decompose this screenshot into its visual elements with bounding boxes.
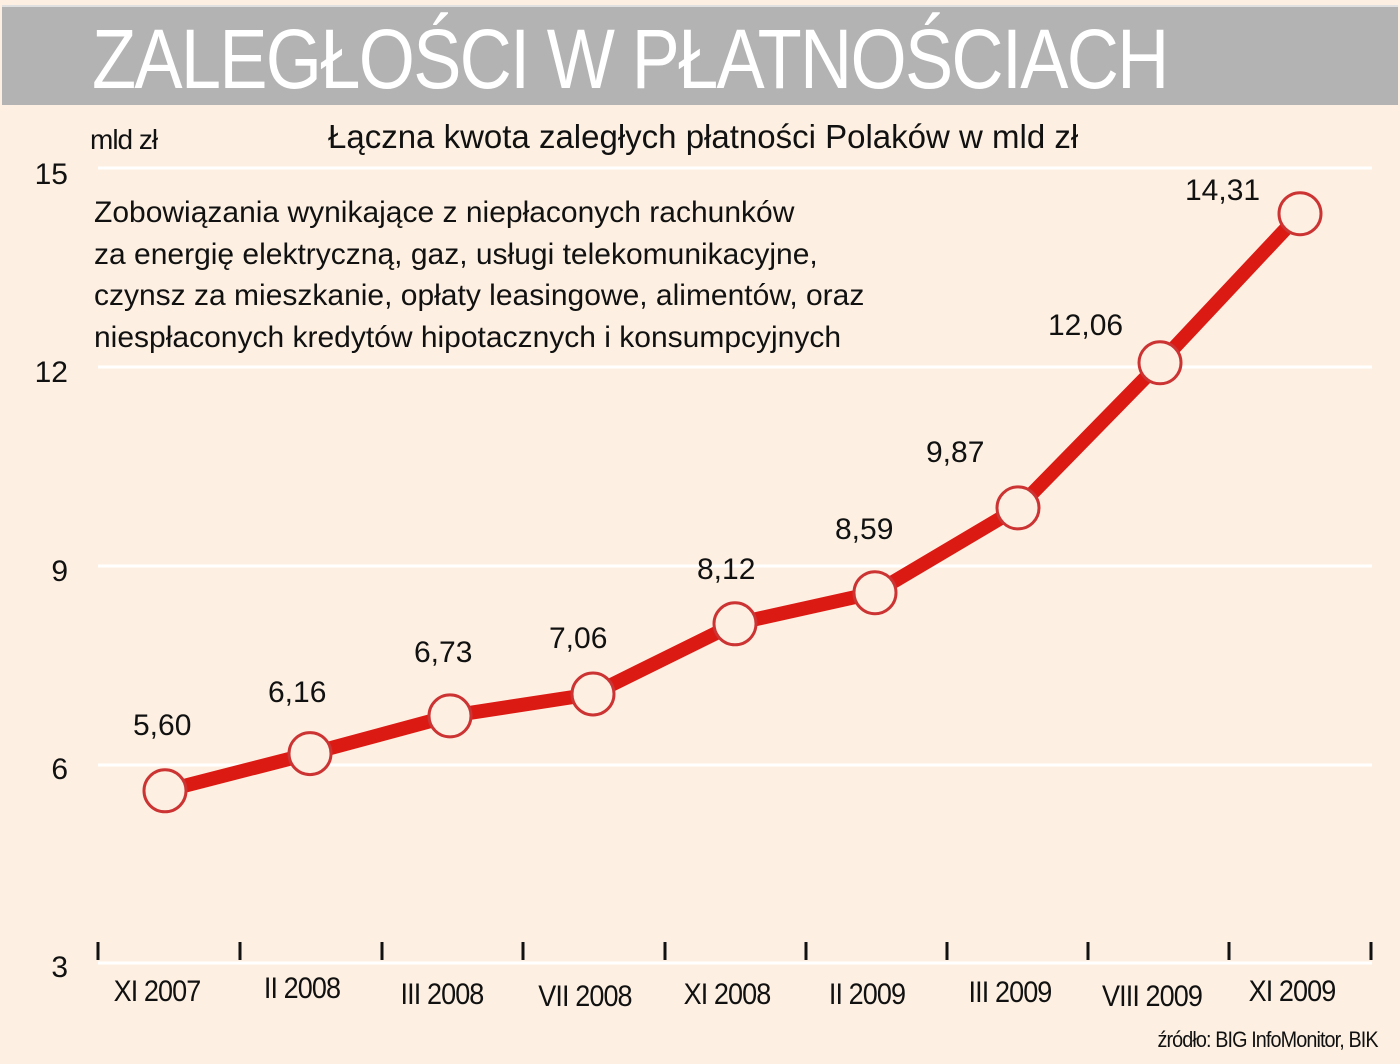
chart-annotation: Zobowiązania wynikające z niepłaconych r…	[94, 192, 864, 358]
data-line	[163, 208, 1306, 798]
annotation-line: niespłaconych kredytów hipotacznych i ko…	[94, 320, 842, 354]
annotation-line: za energię elektryczną, gaz, usługi tele…	[94, 237, 818, 271]
y-tick-label: 9	[51, 555, 68, 588]
y-tick-label: 15	[34, 158, 68, 191]
y-tick-label: 6	[51, 753, 68, 786]
x-tick-label: III 2009	[968, 976, 1053, 1009]
data-point-marker	[287, 731, 333, 777]
x-tick-label: VII 2008	[538, 980, 632, 1013]
y-tick-label: 12	[34, 356, 68, 389]
data-value-label: 6,73	[414, 635, 473, 669]
x-tick-label: XI 2009	[1248, 975, 1337, 1008]
x-tick-label: VIII 2009	[1102, 980, 1203, 1013]
data-value-label: 9,87	[926, 435, 985, 469]
page-title: ZALEGŁOŚCI W PŁATNOŚCIACH	[92, 12, 1169, 106]
data-point-marker	[852, 570, 898, 616]
data-point-marker	[142, 768, 188, 814]
data-point-marker	[995, 485, 1041, 531]
data-point-marker	[570, 671, 616, 717]
data-value-label: 8,12	[697, 552, 756, 586]
x-tick-label: III 2008	[400, 978, 485, 1011]
annotation-line: czynsz za mieszkanie, opłaty leasingowe,…	[94, 279, 865, 312]
annotation-line: Zobowiązania wynikające z niepłaconych r…	[94, 196, 795, 229]
data-point-marker	[1137, 340, 1183, 386]
chart-title: Łączna kwota zaległych płatności Polaków…	[328, 118, 1079, 155]
x-tick-label: II 2009	[828, 978, 906, 1011]
y-axis-unit-label: mld zł	[90, 124, 158, 155]
data-value-label: 8,59	[835, 512, 894, 546]
data-point-marker	[712, 601, 758, 647]
data-value-label: 14,31	[1185, 173, 1261, 207]
data-value-label: 12,06	[1048, 308, 1124, 342]
x-tick-label: XI 2008	[683, 978, 772, 1011]
x-tick-label: XI 2007	[113, 975, 202, 1008]
x-tick-label: II 2008	[263, 972, 341, 1005]
title-banner: ZALEGŁOŚCI W PŁATNOŚCIACH	[2, 5, 1398, 106]
data-value-label: 5,60	[133, 708, 192, 742]
data-point-marker	[1277, 191, 1323, 237]
source-note: źródło: BIG InfoMonitor, BIK	[1157, 1027, 1379, 1052]
x-axis-ticks	[96, 942, 1373, 960]
data-markers	[142, 191, 1323, 814]
y-tick-label: 3	[51, 951, 68, 984]
data-point-marker	[427, 693, 473, 739]
data-value-label: 7,06	[549, 622, 608, 656]
data-value-label: 6,16	[268, 675, 327, 709]
